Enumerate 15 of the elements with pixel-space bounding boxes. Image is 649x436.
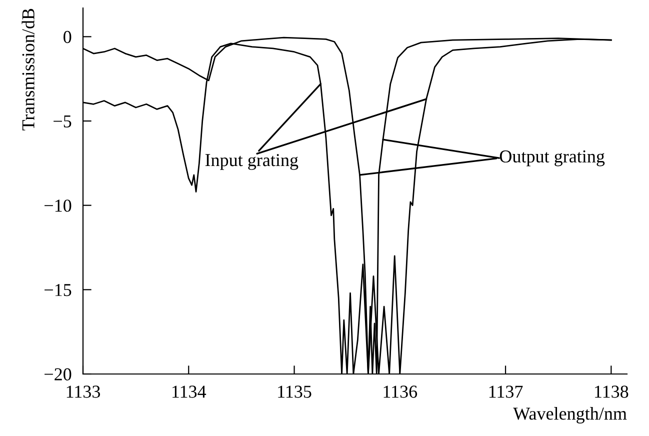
y-axis-title: Transmission/dB xyxy=(22,8,34,130)
x-tick-label: 1135 xyxy=(278,386,312,398)
annotation: Input grating xyxy=(205,154,298,170)
annotation: Output grating xyxy=(500,150,605,166)
x-tick-label: 1136 xyxy=(384,386,418,398)
x-tick-label: 1134 xyxy=(172,386,206,398)
y-tick-label: −20 xyxy=(44,368,72,380)
x-axis-title: Wavelength/nm xyxy=(513,407,627,424)
y-tick-label: −5 xyxy=(54,115,72,128)
y-tick-label: −15 xyxy=(44,284,72,296)
x-tick-label: 1138 xyxy=(595,386,628,398)
x-tick-label: 1137 xyxy=(489,386,523,398)
y-tick-label: −10 xyxy=(44,200,72,212)
x-tick-label: 1133 xyxy=(66,386,100,398)
y-tick-label: 0 xyxy=(64,30,72,44)
